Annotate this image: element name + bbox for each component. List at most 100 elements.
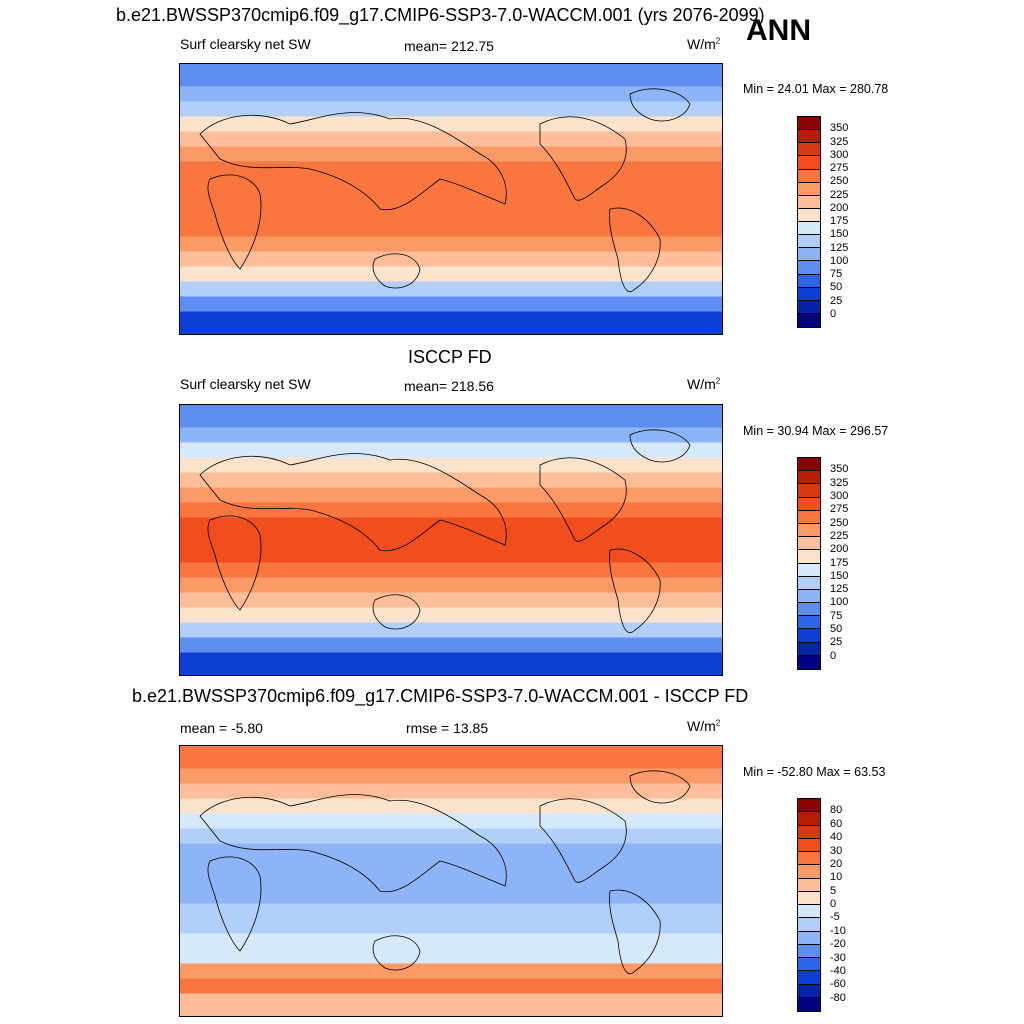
zonal-band [180, 517, 722, 533]
zonal-band [180, 191, 722, 207]
panel-1-mean-label: mean= 212.75 [404, 38, 494, 54]
continent-outline [629, 429, 691, 463]
panel-3-mean-label: mean = -5.80 [180, 720, 263, 736]
colorbar-swatch [798, 642, 820, 656]
colorbar-swatch [798, 471, 820, 485]
colorbar-tick-label: -60 [830, 978, 846, 991]
colorbar-tick-label: 50 [830, 281, 843, 294]
zonal-band [180, 116, 722, 132]
colorbar-tick-label: 100 [830, 596, 849, 609]
zonal-band [180, 101, 722, 117]
colorbar-tick-label: 30 [830, 844, 843, 857]
colorbar-tick-label: 20 [830, 857, 843, 870]
zonal-band [180, 592, 722, 608]
zonal-band [180, 236, 722, 252]
colorbar-swatch [798, 497, 820, 511]
colorbar-tick-label: 75 [830, 268, 843, 280]
continent-outline [207, 515, 262, 611]
colorbar-tick-label: -10 [830, 924, 846, 937]
colorbar-swatch [798, 510, 820, 524]
colorbar-swatch [798, 891, 820, 905]
colorbar-swatch [798, 616, 820, 630]
panel-1-contour-plot [180, 64, 722, 334]
colorbar-swatch [798, 812, 820, 826]
zonal-band [180, 176, 722, 192]
colorbar-swatch [798, 629, 820, 643]
colorbar-tick-label: 175 [830, 215, 849, 227]
zonal-band [180, 577, 722, 593]
colorbar-swatch [798, 878, 820, 892]
zonal-band [180, 86, 722, 102]
colorbar-tick-label: 250 [830, 516, 849, 529]
colorbar-swatch [798, 944, 820, 958]
colorbar-tick-label: 60 [830, 817, 843, 830]
colorbar-swatch [798, 261, 820, 275]
continent-outline [372, 594, 421, 630]
colorbar-tick-label: 150 [830, 569, 849, 582]
colorbar-swatch [798, 865, 820, 879]
continent-outline [609, 889, 661, 974]
zonal-band [180, 607, 722, 623]
zonal-band [180, 768, 722, 784]
colorbar-swatch [798, 603, 820, 617]
continent-outline [207, 856, 262, 952]
zonal-band [180, 146, 722, 162]
zonal-band [180, 206, 722, 222]
colorbar-tick-label: 0 [830, 898, 837, 910]
colorbar-swatch [798, 537, 820, 551]
colorbar-tick-label: 275 [830, 162, 849, 174]
zonal-band [180, 502, 722, 518]
panel-3-map [179, 745, 723, 1017]
colorbar-tick-label: -30 [830, 951, 846, 964]
colorbar-tick-label: -80 [830, 991, 846, 1004]
zonal-band [180, 978, 722, 994]
panel-1-variable-label: Surf clearsky net SW [180, 36, 311, 52]
colorbar-tick-label: -5 [830, 911, 840, 924]
colorbar-swatch [798, 458, 820, 472]
zonal-band [180, 405, 722, 428]
colorbar-tick-label: 80 [830, 804, 843, 817]
colorbar-swatch [798, 169, 820, 183]
colorbar-swatch [798, 313, 820, 327]
colorbar-tick-label: 0 [830, 649, 837, 662]
continent-outline [199, 112, 507, 211]
zonal-band [180, 442, 722, 458]
colorbar-swatch [798, 274, 820, 288]
continent-outline [199, 453, 507, 552]
zonal-band [180, 457, 722, 473]
continent-outline [609, 548, 661, 633]
continent-outline [372, 253, 421, 289]
zonal-band [180, 131, 722, 147]
panel-3-rmse-label: rmse = 13.85 [406, 720, 489, 736]
continent-outline [629, 770, 691, 804]
colorbar-tick-label: 350 [830, 463, 849, 476]
colorbar-swatch [798, 563, 820, 577]
colorbar-tick-label: 325 [830, 476, 849, 489]
colorbar-swatch [798, 655, 820, 669]
zonal-band [180, 311, 722, 334]
colorbar-swatch [798, 825, 820, 839]
colorbar-swatch [798, 182, 820, 196]
colorbar-swatch [798, 195, 820, 209]
continent-outline [372, 935, 421, 971]
panel-2-mean-label: mean= 218.56 [404, 378, 494, 394]
colorbar-swatch [798, 156, 820, 170]
zonal-band [180, 798, 722, 814]
continent-outline [539, 116, 627, 201]
zonal-band [180, 622, 722, 638]
zonal-band [180, 472, 722, 488]
colorbar-tick-label: 10 [830, 871, 843, 884]
zonal-band [180, 888, 722, 904]
zonal-band [180, 993, 722, 1016]
panel-1-title: b.e21.BWSSP370cmip6.f09_g17.CMIP6-SSP3-7… [116, 5, 765, 25]
colorbar-swatch [798, 971, 820, 985]
panel-3-colorbar [797, 798, 821, 1012]
zonal-band [180, 562, 722, 578]
panel-2-units: W/m2 [687, 376, 721, 392]
colorbar-tick-label: 125 [830, 241, 849, 254]
continent-outline [539, 798, 627, 883]
colorbar-swatch [798, 905, 820, 919]
colorbar-tick-label: 0 [830, 307, 837, 320]
panel-3-units: W/m2 [687, 718, 721, 734]
colorbar-swatch [798, 143, 820, 157]
